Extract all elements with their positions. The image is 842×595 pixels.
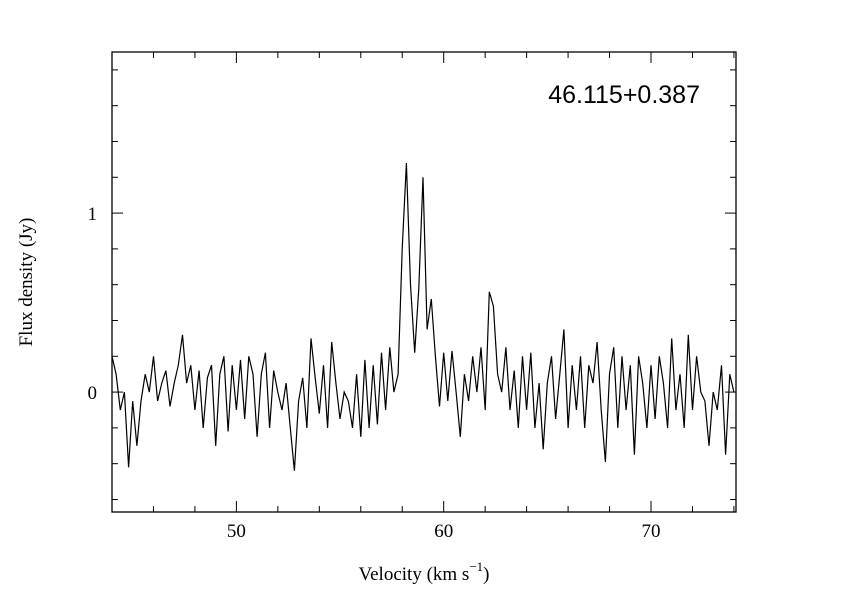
x-axis-label-sup: −1 bbox=[469, 559, 483, 574]
x-tick-label: 70 bbox=[642, 521, 661, 542]
axis-ticks bbox=[111, 52, 736, 512]
tick-labels: 50 60 70 0 1 bbox=[88, 204, 661, 542]
series-line bbox=[111, 162, 735, 471]
plot-frame bbox=[111, 51, 737, 513]
y-tick-label: 0 bbox=[88, 383, 98, 404]
y-axis-label: Flux density (Jy) bbox=[16, 218, 37, 347]
x-axis-label-main: Velocity (km s bbox=[359, 564, 470, 585]
x-tick-label: 50 bbox=[227, 521, 246, 542]
y-tick-label: 1 bbox=[88, 204, 98, 225]
x-tick-label: 60 bbox=[434, 521, 453, 542]
x-axis-label-end: ) bbox=[483, 564, 489, 585]
chart-title: 46.115+0.387 bbox=[548, 81, 700, 109]
x-axis-label: Velocity (km s−1) bbox=[359, 559, 490, 585]
